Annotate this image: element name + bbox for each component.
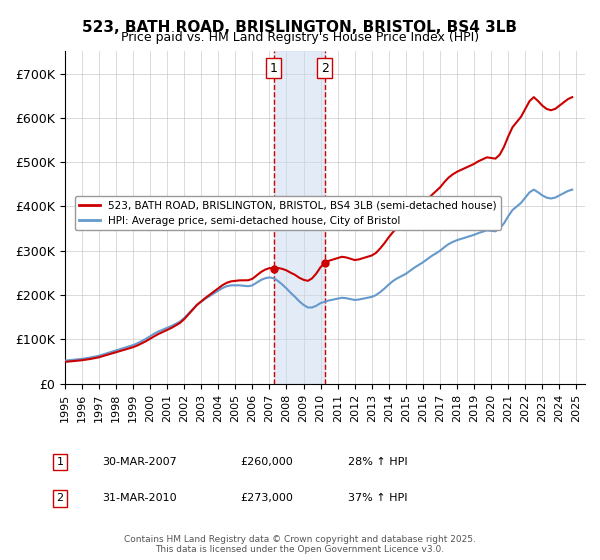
Text: Contains HM Land Registry data © Crown copyright and database right 2025.
This d: Contains HM Land Registry data © Crown c… <box>124 535 476 554</box>
Text: £273,000: £273,000 <box>240 493 293 503</box>
Text: 1: 1 <box>269 62 277 74</box>
Text: 30-MAR-2007: 30-MAR-2007 <box>102 457 177 467</box>
Text: 28% ↑ HPI: 28% ↑ HPI <box>348 457 407 467</box>
Text: Price paid vs. HM Land Registry's House Price Index (HPI): Price paid vs. HM Land Registry's House … <box>121 31 479 44</box>
Text: 2: 2 <box>56 493 64 503</box>
Text: 523, BATH ROAD, BRISLINGTON, BRISTOL, BS4 3LB: 523, BATH ROAD, BRISLINGTON, BRISTOL, BS… <box>83 20 517 35</box>
Text: 31-MAR-2010: 31-MAR-2010 <box>102 493 176 503</box>
Text: £260,000: £260,000 <box>240 457 293 467</box>
Text: 1: 1 <box>56 457 64 467</box>
Legend: 523, BATH ROAD, BRISLINGTON, BRISTOL, BS4 3LB (semi-detached house), HPI: Averag: 523, BATH ROAD, BRISLINGTON, BRISTOL, BS… <box>75 196 501 230</box>
Text: 2: 2 <box>321 62 329 74</box>
Text: 37% ↑ HPI: 37% ↑ HPI <box>348 493 407 503</box>
Bar <box>274 52 325 384</box>
